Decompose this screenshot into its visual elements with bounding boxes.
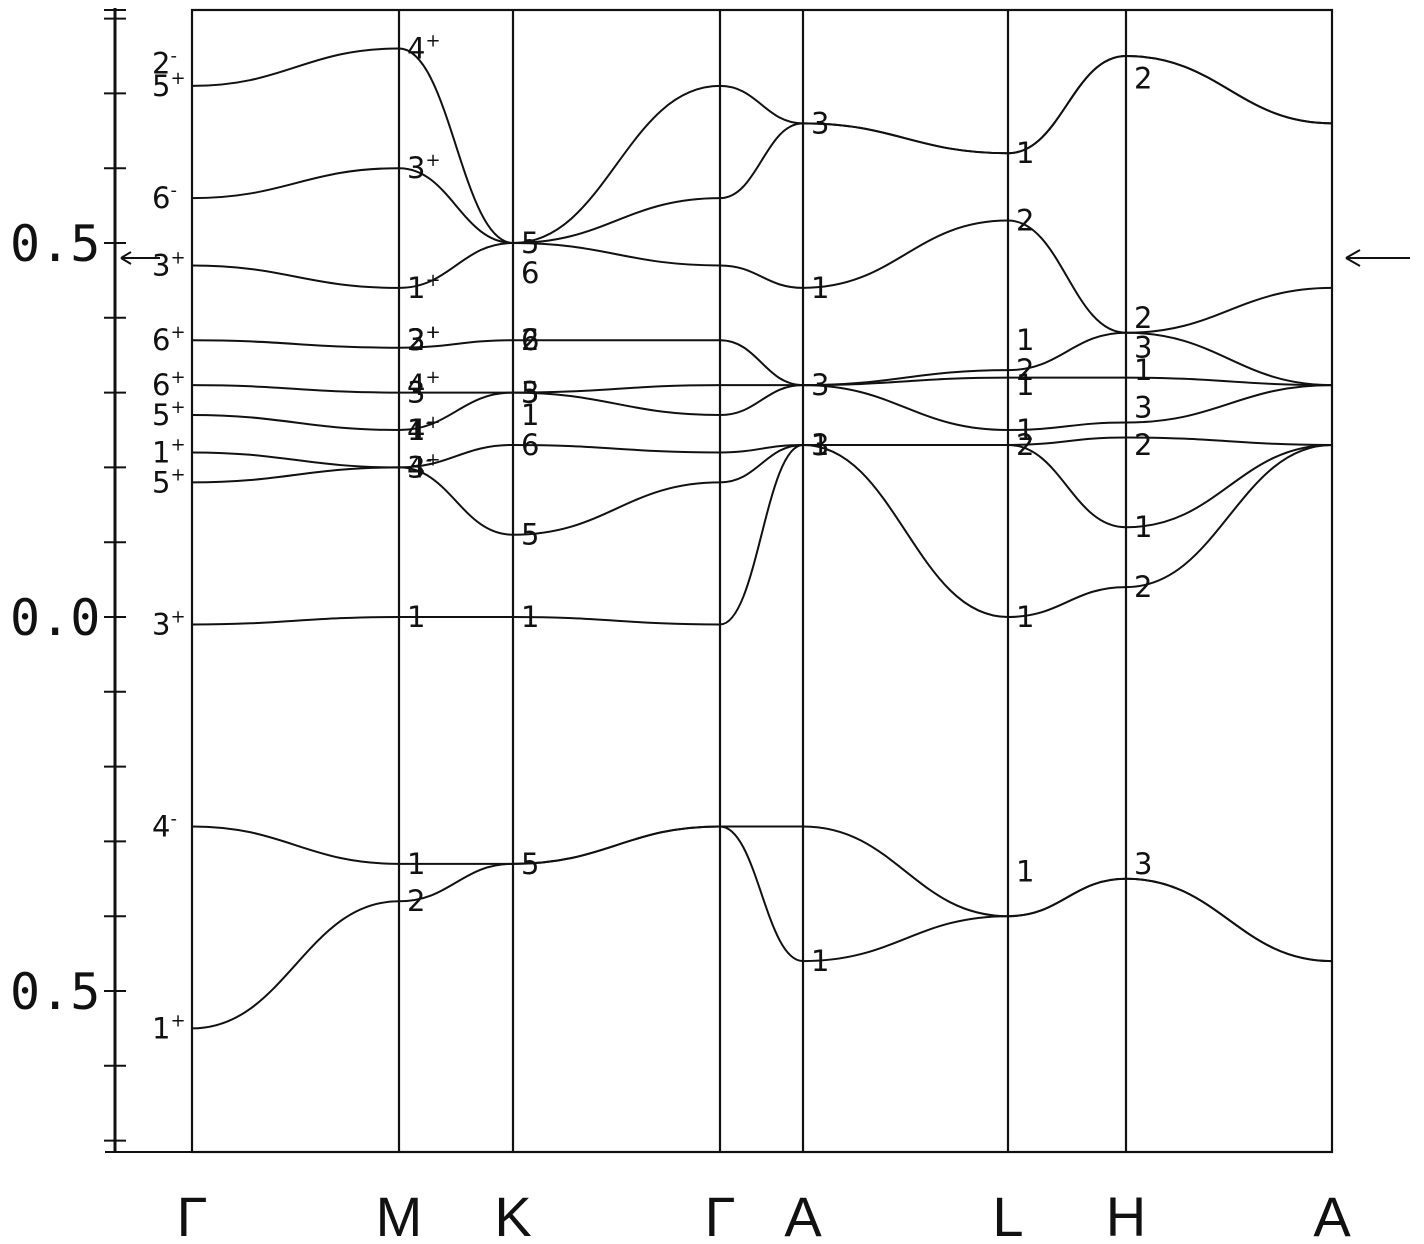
axis-layer: 0.50.00.5Γ M K Γ A L H A [10, 8, 1410, 1244]
irrep-label: 6 [521, 323, 539, 357]
irrep-label: 2 [1016, 428, 1034, 462]
irrep-label: 1 [521, 600, 539, 634]
irrep-label: 1 [811, 271, 829, 305]
irrep-label: 1 [1016, 413, 1034, 447]
irrep-label: 5 [521, 518, 539, 552]
fermi-arrow-left [120, 251, 160, 265]
irrep-label: 1 [407, 600, 425, 634]
band-line-2 [191, 443, 1333, 626]
y-tick-label-2: 0.5 [10, 963, 100, 1021]
irrep-label: 3+ [407, 150, 441, 185]
irrep-label: 3 [1134, 331, 1152, 365]
irrep-label: 2 [1016, 353, 1034, 387]
irrep-label: 2- [152, 45, 177, 80]
irrep-label: 1+ [407, 270, 441, 305]
irrep-label: 5 [521, 226, 539, 260]
band-layer [191, 47, 1333, 1030]
irrep-label: 1 [811, 944, 829, 978]
irrep-label: 3+ [407, 322, 441, 357]
irrep-label: 4- [407, 412, 432, 447]
irrep-label: 3 [811, 368, 829, 402]
irrep-label: 4+ [407, 31, 441, 66]
irrep-label: 3+ [407, 322, 441, 357]
k-point-label-3: Γ [705, 1185, 736, 1244]
k-point-label-7: A [1313, 1185, 1351, 1244]
band-line-1 [191, 825, 1333, 963]
irrep-label: 1 [1016, 368, 1034, 402]
irrep-label: 1 [1134, 353, 1152, 387]
fermi-arrow-right [1345, 249, 1410, 267]
band-line-4 [191, 436, 1333, 469]
irrep-label: 3 [811, 428, 829, 462]
irrep-label: 5+ [152, 68, 186, 103]
irrep-label: 6 [521, 256, 539, 290]
band-line-6 [191, 376, 1333, 394]
irrep-label: 2 [1134, 570, 1152, 604]
irrep-label: 1 [1016, 600, 1034, 634]
band-line-9 [191, 54, 1333, 245]
band-line-10 [191, 47, 1333, 245]
irrep-label: 2 [521, 323, 539, 357]
k-point-label-0: Γ [177, 1185, 208, 1244]
band-line-0 [191, 825, 1333, 1030]
band-line-8 [191, 219, 1333, 334]
irrep-label: 2 [1134, 428, 1152, 462]
k-point-label-1: M [376, 1185, 423, 1244]
label-layer: 1+4-3+5+1+5+6+6+3+6-5+2-2114+3-1+4-34+2+… [152, 31, 1152, 1046]
band-line-3 [191, 443, 1333, 536]
irrep-label: 3 [521, 376, 539, 410]
irrep-label: 3 [1134, 847, 1152, 881]
y-tick-label-0: 0.5 [10, 215, 100, 273]
irrep-label: 4- [152, 808, 177, 843]
k-point-label-4: A [784, 1185, 822, 1244]
k-point-label-5: L [992, 1185, 1023, 1244]
irrep-label: 1 [1134, 510, 1152, 544]
irrep-label: 2 [1016, 204, 1034, 238]
irrep-label: 6+ [152, 322, 186, 357]
irrep-label: 5 [521, 376, 539, 410]
irrep-label: 2 [1134, 301, 1152, 335]
irrep-label: 1 [1016, 323, 1034, 357]
y-tick-label-1: 0.0 [10, 589, 100, 647]
plot-frame [190, 8, 1334, 1154]
irrep-label: 6- [152, 180, 177, 215]
irrep-label: 3+ [152, 247, 186, 282]
irrep-label: 1+ [152, 1010, 186, 1045]
irrep-label: 2 [407, 884, 425, 918]
irrep-label: 3+ [152, 606, 186, 641]
irrep-label: 5+ [152, 464, 186, 499]
irrep-label: 3- [407, 449, 432, 484]
k-point-label-2: K [494, 1185, 531, 1244]
irrep-label: 1 [407, 847, 425, 881]
irrep-label: 1 [811, 428, 829, 462]
irrep-label: 1 [521, 398, 539, 432]
irrep-label: 4+ [407, 367, 441, 402]
irrep-label: 6 [521, 428, 539, 462]
irrep-label: 5+ [152, 397, 186, 432]
k-point-label-6: H [1106, 1185, 1146, 1244]
band-line-5 [191, 384, 1333, 432]
irrep-label: 3 [407, 376, 425, 410]
irrep-label: 3 [1134, 391, 1152, 425]
irrep-label: 3 [811, 106, 829, 140]
irrep-label: 2 [1134, 61, 1152, 95]
irrep-label: 5 [521, 847, 539, 881]
irrep-label: 1 [1016, 136, 1034, 170]
irrep-label: 1 [1016, 854, 1034, 888]
